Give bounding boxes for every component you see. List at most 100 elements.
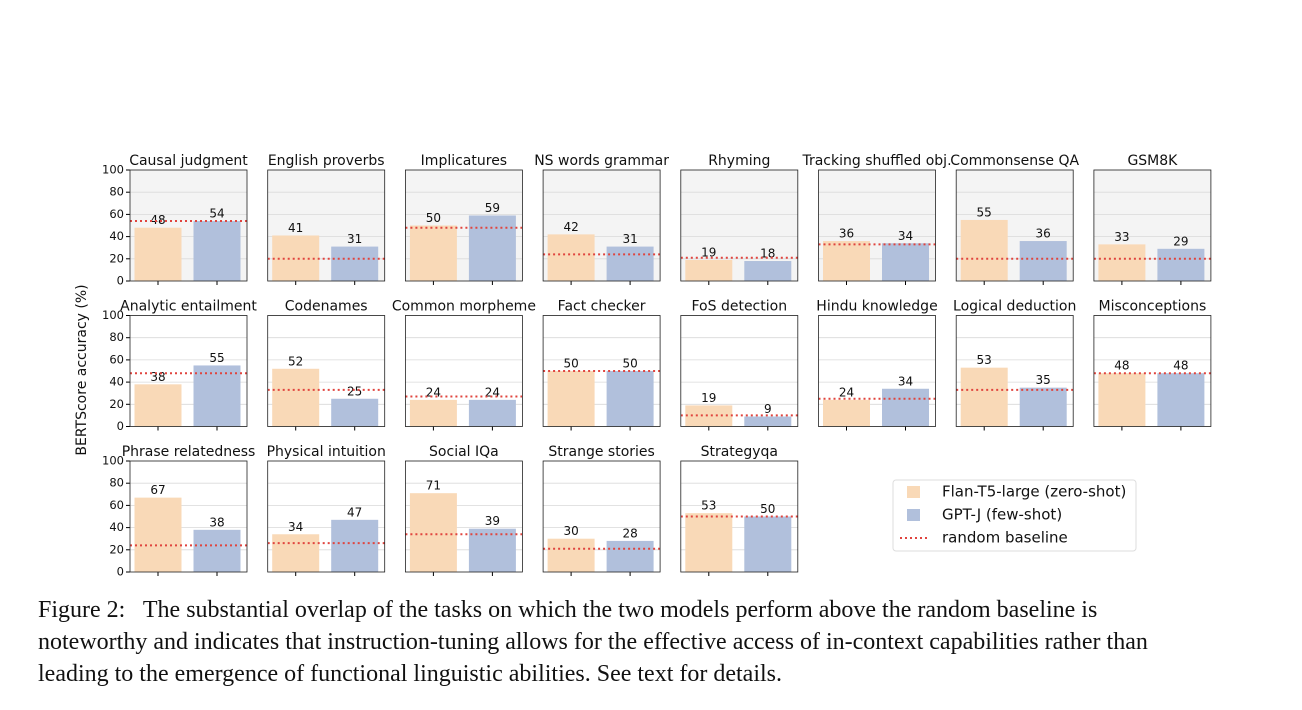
plot-frame xyxy=(680,169,799,282)
value-label: 48 xyxy=(1173,359,1188,373)
subplot-title: English proverbs xyxy=(268,153,385,169)
value-label: 41 xyxy=(288,221,303,235)
bar xyxy=(744,516,792,572)
plot-frame xyxy=(542,460,661,573)
value-label: 53 xyxy=(977,353,992,367)
bar xyxy=(960,219,1008,281)
value-label: 9 xyxy=(764,402,772,416)
subplot-title: Social IQa xyxy=(429,444,499,460)
plot-frame xyxy=(404,460,523,573)
bar xyxy=(547,371,595,427)
plot-frame xyxy=(129,315,248,427)
legend-label: GPT-J (few-shot) xyxy=(942,506,1062,524)
subplot-title: Strategyqa xyxy=(701,444,778,460)
subplot-title: Implicatures xyxy=(421,153,507,169)
bar xyxy=(468,399,516,427)
value-label: 24 xyxy=(426,385,441,399)
bar xyxy=(409,225,457,281)
y-tick-label: 20 xyxy=(109,251,124,265)
subplot-title: Commonsense QA xyxy=(950,153,1079,169)
value-label: 31 xyxy=(622,232,637,246)
subplot-title: Analytic entailment xyxy=(120,299,257,315)
y-tick-label: 0 xyxy=(117,565,124,579)
plot-frame xyxy=(680,460,799,573)
value-label: 31 xyxy=(347,232,362,246)
bar xyxy=(1157,373,1205,427)
bar xyxy=(1019,387,1067,427)
plot-frame xyxy=(129,169,248,282)
y-tick-label: 80 xyxy=(109,330,124,344)
bar xyxy=(1019,241,1067,281)
caption-line: leading to the emergence of functional l… xyxy=(38,661,782,687)
subplot-title: Fact checker xyxy=(558,299,646,315)
value-label: 47 xyxy=(347,505,362,519)
plot-frame xyxy=(818,169,936,282)
bar xyxy=(193,365,241,427)
bar xyxy=(1098,244,1146,281)
plot-frame xyxy=(818,315,936,427)
plot-frame xyxy=(404,315,523,427)
bar xyxy=(331,398,379,427)
value-label: 50 xyxy=(426,211,441,225)
bar xyxy=(606,540,654,572)
plot-frame xyxy=(267,169,386,282)
value-label: 39 xyxy=(485,514,500,528)
bar xyxy=(685,513,733,572)
bar xyxy=(547,538,595,572)
bar xyxy=(547,234,595,281)
subplot-title: FoS detection xyxy=(692,299,788,315)
legend-label: Flan-T5-large (zero-shot) xyxy=(942,483,1126,501)
value-label: 25 xyxy=(347,384,362,398)
legend-swatch xyxy=(907,486,920,498)
y-tick-label: 60 xyxy=(109,498,124,512)
bar xyxy=(882,388,929,427)
y-tick-label: 20 xyxy=(109,542,124,556)
y-tick-label: 100 xyxy=(102,308,124,322)
bar xyxy=(1157,248,1205,281)
value-label: 19 xyxy=(701,245,716,259)
bar xyxy=(331,519,379,572)
subplot-title: Logical deduction xyxy=(953,299,1076,315)
value-label: 55 xyxy=(977,205,992,219)
value-label: 38 xyxy=(150,370,165,384)
value-label: 34 xyxy=(288,520,303,534)
legend-box xyxy=(892,479,1137,552)
value-label: 55 xyxy=(209,351,224,365)
bar xyxy=(1098,373,1146,427)
bar xyxy=(272,235,320,281)
y-tick-label: 80 xyxy=(109,185,124,199)
value-label: 42 xyxy=(563,220,578,234)
subplot-title: Codenames xyxy=(285,299,368,315)
value-label: 24 xyxy=(839,385,854,399)
value-label: 48 xyxy=(150,213,165,227)
bar xyxy=(409,399,457,427)
subplot-title: GSM8K xyxy=(1127,153,1178,169)
subplot-title: Phrase relatedness xyxy=(122,444,256,460)
y-tick-label: 40 xyxy=(109,229,124,243)
plot-frame xyxy=(680,315,799,427)
bar xyxy=(606,371,654,427)
subplot-title: Strange stories xyxy=(548,444,654,460)
y-tick-label: 100 xyxy=(102,163,124,177)
bar xyxy=(606,246,654,281)
plot-frame xyxy=(955,169,1074,282)
value-label: 54 xyxy=(209,207,224,221)
value-label: 59 xyxy=(485,201,500,215)
value-label: 36 xyxy=(1036,227,1051,241)
plot-frame xyxy=(1093,315,1212,427)
bar xyxy=(134,227,182,281)
value-label: 50 xyxy=(563,357,578,371)
subplot-title: Rhyming xyxy=(708,153,770,169)
value-label: 35 xyxy=(1036,373,1051,387)
bar xyxy=(193,529,241,572)
value-label: 29 xyxy=(1173,234,1188,248)
value-label: 53 xyxy=(701,499,716,513)
value-label: 30 xyxy=(563,524,578,538)
subplot-title: Causal judgment xyxy=(129,153,248,169)
y-tick-label: 40 xyxy=(109,375,124,389)
plot-frame xyxy=(955,315,1074,427)
subplot-title: Common morpheme xyxy=(392,299,536,315)
value-label: 50 xyxy=(760,502,775,516)
plot-frame xyxy=(542,315,661,427)
